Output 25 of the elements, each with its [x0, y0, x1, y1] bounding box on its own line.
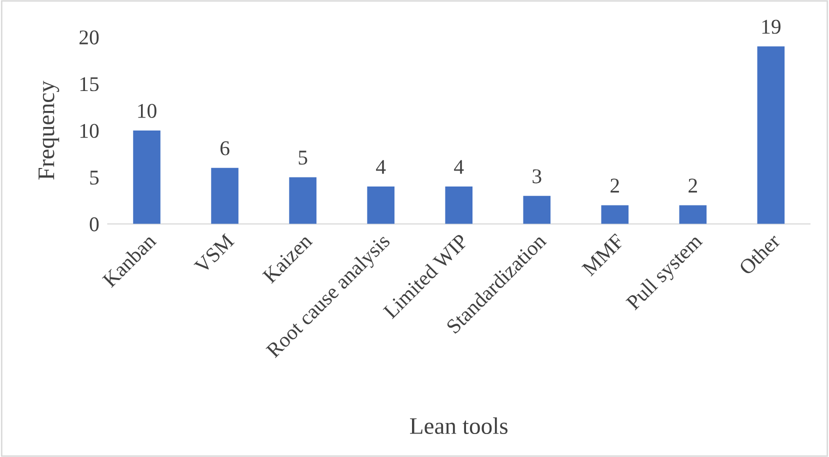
bar — [679, 205, 707, 224]
bar — [445, 186, 473, 224]
y-tick-label: 15 — [80, 77, 99, 92]
bar — [211, 168, 238, 224]
y-tick-label: 20 — [80, 30, 99, 44]
y-axis-title: Frequency — [38, 80, 60, 180]
data-label: 6 — [220, 141, 230, 156]
bar — [133, 130, 160, 224]
data-label: 2 — [610, 178, 619, 192]
y-tick-label: 10 — [80, 124, 99, 138]
y-tick-label: 5 — [90, 170, 99, 185]
bar — [757, 46, 785, 224]
x-axis-title: Lean tools — [410, 417, 508, 434]
data-label: 2 — [688, 178, 697, 192]
data-label: 10 — [138, 104, 156, 118]
data-label: 5 — [298, 150, 308, 165]
data-label: 4 — [376, 160, 386, 174]
data-label: 4 — [454, 160, 464, 174]
bar — [523, 196, 551, 224]
data-label: 3 — [532, 169, 542, 184]
bar — [367, 186, 394, 224]
y-tick-label: 0 — [90, 217, 99, 232]
bar — [601, 205, 629, 224]
bar — [289, 177, 316, 224]
data-label: 19 — [762, 20, 780, 34]
